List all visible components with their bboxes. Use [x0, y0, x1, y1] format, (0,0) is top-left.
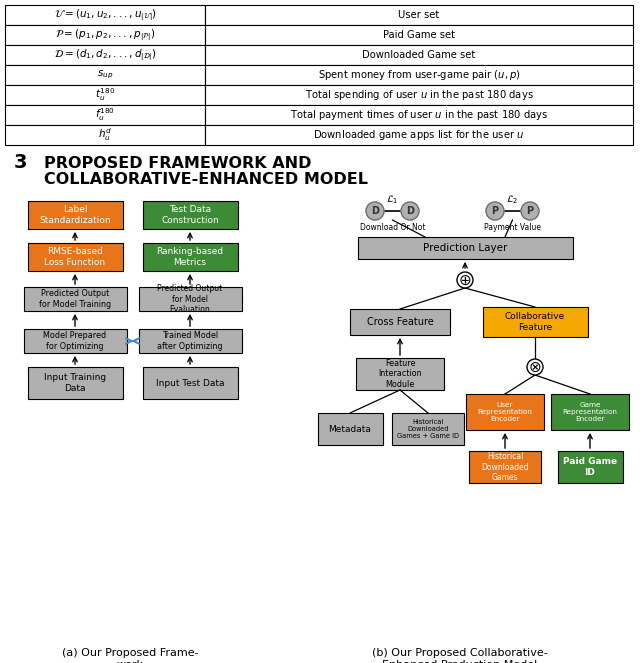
Text: $\mathcal{L}_2$: $\mathcal{L}_2$ — [506, 194, 518, 206]
Bar — [392, 413, 464, 445]
Text: User
Representation
Encoder: User Representation Encoder — [477, 402, 532, 422]
Text: (a) Our Proposed Frame-
work: (a) Our Proposed Frame- work — [61, 648, 198, 663]
Text: Game
Representation
Encoder: Game Representation Encoder — [563, 402, 618, 422]
Text: 3: 3 — [14, 154, 28, 172]
Text: $t_u^{180}$: $t_u^{180}$ — [95, 87, 115, 103]
Text: D: D — [371, 206, 379, 216]
Text: $s_{up}$: $s_{up}$ — [97, 69, 113, 81]
Text: $\mathcal{U} = (u_1, u_2, ..., u_{|\mathcal{U}|})$: $\mathcal{U} = (u_1, u_2, ..., u_{|\math… — [54, 7, 157, 23]
Text: P: P — [492, 206, 499, 216]
Bar — [356, 358, 444, 390]
Bar — [143, 243, 237, 271]
Bar — [317, 413, 383, 445]
Text: (b) Our Proposed Collaborative-
Enhanced Production Model: (b) Our Proposed Collaborative- Enhanced… — [372, 648, 548, 663]
Bar — [24, 329, 127, 353]
Bar — [5, 5, 205, 25]
Bar — [205, 65, 633, 85]
Text: Historical
Downloaded
Games: Historical Downloaded Games — [481, 452, 529, 482]
Text: Payment Value: Payment Value — [484, 223, 541, 233]
Bar — [5, 25, 205, 45]
Bar — [28, 243, 122, 271]
Text: Model Prepared
for Optimizing: Model Prepared for Optimizing — [44, 332, 107, 351]
Text: Download Or Not: Download Or Not — [360, 223, 425, 233]
Text: Label
Standardization: Label Standardization — [39, 206, 111, 225]
Text: Predicted Output
for Model
Evaluation: Predicted Output for Model Evaluation — [157, 284, 223, 314]
Text: $\mathcal{P} = (p_1, p_2, ..., p_{|\mathcal{P}|})$: $\mathcal{P} = (p_1, p_2, ..., p_{|\math… — [55, 27, 155, 43]
Text: $\mathcal{L}_1$: $\mathcal{L}_1$ — [387, 194, 399, 206]
Text: Total payment times of user $u$ in the past 180 days: Total payment times of user $u$ in the p… — [290, 108, 548, 122]
Text: Prediction Layer: Prediction Layer — [423, 243, 507, 253]
Circle shape — [527, 359, 543, 375]
Bar — [24, 287, 127, 311]
Circle shape — [366, 202, 384, 220]
Text: $f_u^{180}$: $f_u^{180}$ — [95, 107, 115, 123]
Bar — [466, 394, 544, 430]
Text: D: D — [406, 206, 414, 216]
Bar — [28, 367, 122, 399]
Bar — [5, 105, 205, 125]
Text: Input Test Data: Input Test Data — [156, 379, 224, 387]
Text: Paid Game
ID: Paid Game ID — [563, 457, 617, 477]
Bar — [28, 201, 122, 229]
Text: $\mathcal{D} = (d_1, d_2, ..., d_{|\mathcal{D}|})$: $\mathcal{D} = (d_1, d_2, ..., d_{|\math… — [54, 47, 156, 63]
Bar — [350, 309, 450, 335]
Circle shape — [401, 202, 419, 220]
Bar — [5, 45, 205, 65]
Text: Ranking-based
Metrics: Ranking-based Metrics — [156, 247, 223, 267]
Text: Collaborative
Feature: Collaborative Feature — [505, 312, 565, 332]
Circle shape — [457, 272, 473, 288]
Text: Input Training
Data: Input Training Data — [44, 373, 106, 392]
Bar — [5, 65, 205, 85]
Bar — [483, 307, 588, 337]
Text: Total spending of user $u$ in the past 180 days: Total spending of user $u$ in the past 1… — [305, 88, 533, 102]
Text: Feature
Interaction
Module: Feature Interaction Module — [378, 359, 422, 389]
Text: PROPOSED FRAMEWORK AND: PROPOSED FRAMEWORK AND — [44, 156, 312, 170]
Text: COLLABORATIVE-ENHANCED MODEL: COLLABORATIVE-ENHANCED MODEL — [44, 172, 368, 188]
Circle shape — [486, 202, 504, 220]
Bar — [557, 451, 623, 483]
Text: Predicted Output
for Model Training: Predicted Output for Model Training — [39, 289, 111, 309]
Text: $\otimes$: $\otimes$ — [528, 359, 541, 375]
Text: Spent money from user-game pair $(u, p)$: Spent money from user-game pair $(u, p)$ — [317, 68, 520, 82]
Bar — [469, 451, 541, 483]
Text: User set: User set — [398, 10, 440, 20]
Bar — [205, 5, 633, 25]
Text: RMSE-based
Loss Function: RMSE-based Loss Function — [44, 247, 106, 267]
Text: Downloaded game apps list for the user $u$: Downloaded game apps list for the user $… — [314, 128, 525, 142]
Bar — [205, 105, 633, 125]
Bar — [138, 287, 241, 311]
Text: Cross Feature: Cross Feature — [367, 317, 433, 327]
Bar — [205, 25, 633, 45]
Bar — [205, 125, 633, 145]
Bar — [143, 201, 237, 229]
Bar — [551, 394, 629, 430]
Bar — [143, 367, 237, 399]
Text: Metadata: Metadata — [328, 424, 371, 434]
Text: $\oplus$: $\oplus$ — [458, 272, 472, 288]
Bar — [205, 45, 633, 65]
Text: P: P — [527, 206, 534, 216]
Bar — [205, 85, 633, 105]
Bar — [5, 125, 205, 145]
Bar — [138, 329, 241, 353]
Circle shape — [521, 202, 539, 220]
Text: $h_u^d$: $h_u^d$ — [98, 127, 112, 143]
Text: Test Data
Construction: Test Data Construction — [161, 206, 219, 225]
Text: Trained Model
after Optimizing: Trained Model after Optimizing — [157, 332, 223, 351]
Bar — [5, 85, 205, 105]
Text: Downloaded Game set: Downloaded Game set — [362, 50, 476, 60]
Text: Historical
Downloaded
Games + Game ID: Historical Downloaded Games + Game ID — [397, 419, 459, 439]
Bar — [358, 237, 573, 259]
Text: Paid Game set: Paid Game set — [383, 30, 455, 40]
